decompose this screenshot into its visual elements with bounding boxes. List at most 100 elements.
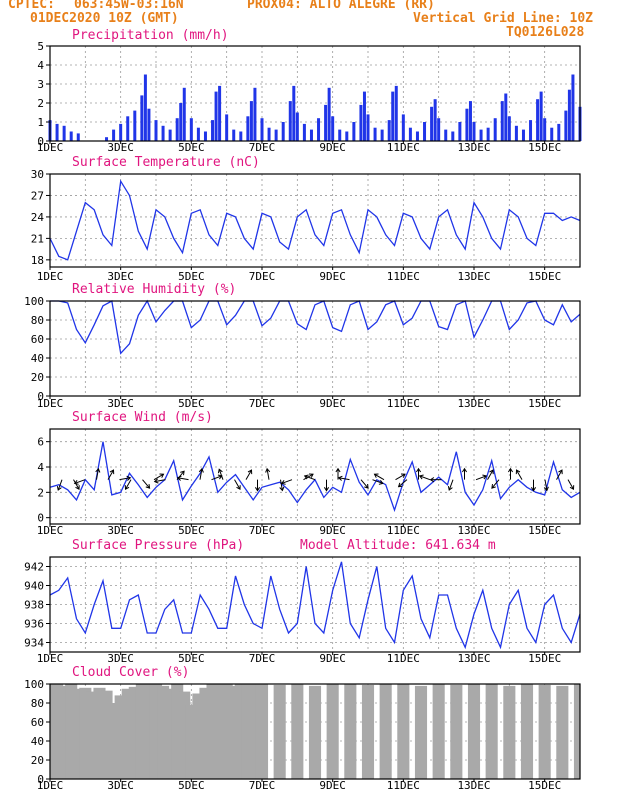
panel-title: Surface Temperature (nC) xyxy=(72,155,260,170)
y-tick-label: 60 xyxy=(31,333,44,346)
precip-bar xyxy=(536,99,540,141)
cloud-bar xyxy=(503,685,516,779)
wind-arrowhead xyxy=(280,479,286,485)
wind-arrowhead xyxy=(415,467,422,473)
wind-arrowhead xyxy=(418,474,424,480)
precip-bar xyxy=(161,125,165,141)
panel-frame xyxy=(49,428,581,525)
wind-arrow xyxy=(491,479,500,489)
precip-bar xyxy=(179,103,183,141)
precip-bar xyxy=(486,127,490,141)
wind-arrowhead xyxy=(308,473,314,478)
y-tick-label: 1 xyxy=(37,116,44,129)
x-tick-label: 5DEC xyxy=(178,270,205,283)
precip-bar xyxy=(214,91,218,141)
wind-arrowhead xyxy=(364,484,369,489)
cloud-bar xyxy=(361,684,375,779)
y-tick-label: 3 xyxy=(37,78,44,91)
wind-arrow xyxy=(234,479,241,490)
cloud-bar xyxy=(520,684,534,779)
x-tick-label: 1DEC xyxy=(37,141,64,154)
cloud-bar xyxy=(397,684,410,779)
wind-arrow xyxy=(360,479,369,489)
wind-arrow xyxy=(199,468,203,480)
precip-bar xyxy=(119,123,123,141)
panel-title: Surface Wind (m/s) xyxy=(72,410,213,425)
precip-bar xyxy=(182,87,186,141)
precip-bar xyxy=(401,114,405,141)
x-tick-label: 7DEC xyxy=(249,397,276,410)
wind-arrowhead xyxy=(400,473,406,478)
precip-bar xyxy=(514,125,518,141)
x-tick-label: 3DEC xyxy=(107,270,134,283)
precip-bar xyxy=(196,127,200,141)
wind-arrow xyxy=(177,477,189,481)
y-tick-label: 4 xyxy=(37,59,44,72)
precip-bar xyxy=(267,127,271,141)
wind-arrowhead xyxy=(265,467,271,473)
precip-bar xyxy=(317,118,321,141)
wind-arrowhead xyxy=(303,474,309,480)
precip-bar xyxy=(225,114,229,141)
x-tick-label: 13DEC xyxy=(457,779,490,792)
wind-arrow xyxy=(57,479,63,491)
wind-arrowhead xyxy=(56,485,62,491)
cloud-bar xyxy=(485,684,498,779)
x-tick-label: 9DEC xyxy=(319,779,346,792)
precip-bar xyxy=(539,91,543,141)
x-tick-label: 3DEC xyxy=(107,652,134,665)
wind-arrowhead xyxy=(217,468,223,474)
wind-arrowhead xyxy=(373,473,379,478)
wind-arrow xyxy=(419,475,431,481)
x-tick-label: 11DEC xyxy=(387,524,420,537)
y-tick-label: 40 xyxy=(31,352,44,365)
wind-arrow xyxy=(487,469,494,480)
wind-arrow xyxy=(338,477,350,481)
precip-bar xyxy=(232,129,236,141)
precip-bar xyxy=(249,101,253,141)
precip-bar xyxy=(292,85,296,141)
precip-bar xyxy=(437,118,441,141)
precip-bar xyxy=(62,125,66,141)
wind-line xyxy=(49,441,581,513)
y-tick-label: 20 xyxy=(31,754,44,767)
wind-arrowhead xyxy=(429,477,435,483)
precip-bar xyxy=(387,120,391,141)
wind-arrowhead xyxy=(378,479,384,485)
precip-bar xyxy=(154,120,158,141)
y-tick-label: 100 xyxy=(24,295,44,308)
precip-bar xyxy=(529,120,533,141)
wind-arrowhead xyxy=(247,469,253,475)
precip-bar xyxy=(281,122,285,141)
wind-arrow xyxy=(119,477,131,481)
wind-arrow xyxy=(142,479,150,489)
panel-frame xyxy=(49,45,581,142)
header-grid-note: Vertical Grid Line: 10Z xyxy=(413,11,594,26)
pressure-line xyxy=(49,561,581,650)
y-tick-label: 18 xyxy=(31,254,44,267)
y-tick-label: 2 xyxy=(37,97,44,110)
wind-arrow xyxy=(245,469,252,480)
y-tick-label: 21 xyxy=(31,232,44,245)
wind-arrow xyxy=(304,475,316,481)
precip-bar xyxy=(239,131,243,141)
wind-arrowhead xyxy=(491,484,496,489)
precip-bar xyxy=(415,131,419,141)
x-tick-label: 15DEC xyxy=(528,397,561,410)
wind-arrowhead xyxy=(73,479,79,485)
y-tick-label: 80 xyxy=(31,314,44,327)
x-tick-label: 9DEC xyxy=(319,141,346,154)
x-tick-label: 11DEC xyxy=(387,779,420,792)
wind-arrow xyxy=(280,479,283,491)
precip-bar xyxy=(408,127,412,141)
wind-arrow xyxy=(475,475,487,481)
precip-bar xyxy=(260,118,264,141)
precip-bar xyxy=(211,120,215,141)
wind-arrowhead xyxy=(180,470,185,476)
wind-arrow xyxy=(281,479,293,484)
cloud-bar xyxy=(308,685,322,779)
precip-bar xyxy=(557,123,561,141)
header-model-code: TQ0126L028 xyxy=(506,25,585,40)
wind-arrow xyxy=(372,479,384,484)
precip-bar xyxy=(105,137,109,141)
